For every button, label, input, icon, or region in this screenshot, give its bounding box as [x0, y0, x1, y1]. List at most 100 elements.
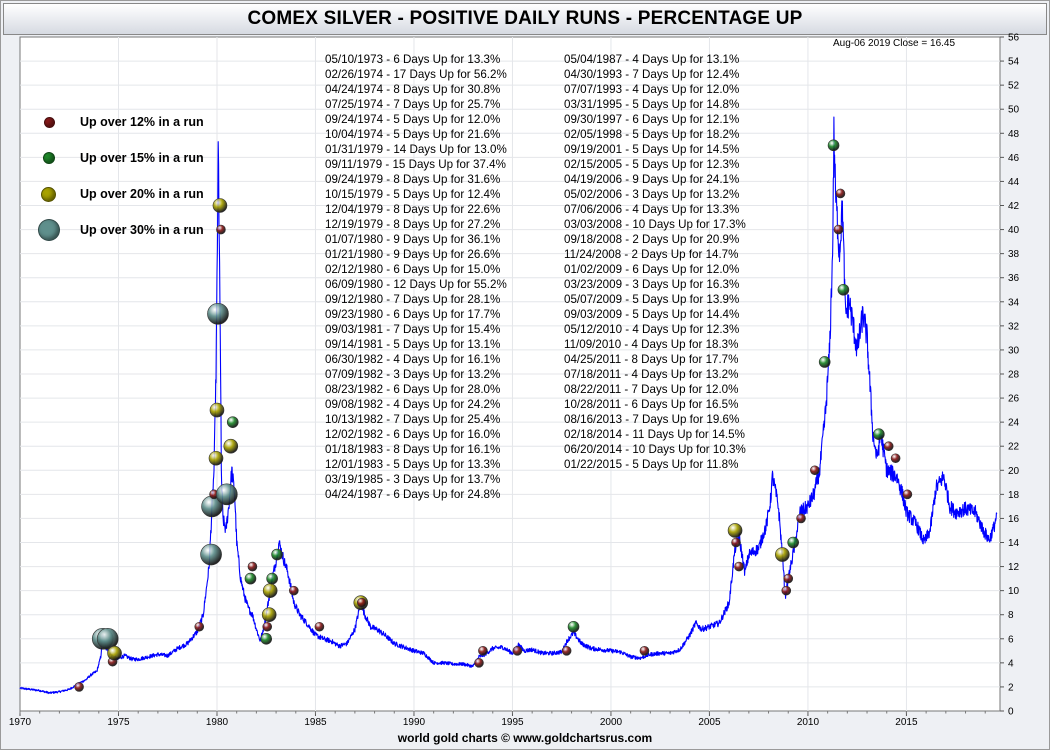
run-entry: 07/06/2006 - 4 Days Up for 13.3%: [564, 203, 740, 216]
run-marker: [783, 573, 794, 584]
run-marker: [200, 543, 222, 566]
run-entry: 02/12/1980 - 6 Days Up for 15.0%: [325, 263, 501, 276]
run-entry: 10/13/1982 - 7 Days Up for 25.4%: [325, 413, 501, 426]
run-entry: 09/23/1980 - 6 Days Up for 17.7%: [325, 308, 501, 321]
run-marker: [561, 646, 572, 656]
y-tick-label: 20: [1008, 466, 1020, 477]
run-entry: 09/24/1974 - 5 Days Up for 12.0%: [325, 113, 501, 126]
run-entry: 04/25/2011 - 8 Days Up for 17.7%: [564, 353, 739, 366]
run-marker: [810, 465, 820, 476]
y-tick-label: 0: [1008, 707, 1014, 718]
legend-item-30: Up over 30% in a run: [38, 218, 204, 242]
run-marker: [890, 453, 901, 464]
run-marker: [512, 646, 523, 656]
run-entry: 07/25/1974 - 7 Days Up for 25.7%: [325, 98, 501, 111]
run-entry: 06/30/1982 - 4 Days Up for 16.1%: [325, 353, 501, 366]
run-marker: [781, 585, 792, 596]
silver-price-line: [19, 116, 998, 695]
run-entry: 08/22/2011 - 7 Days Up for 12.0%: [564, 383, 739, 396]
run-marker: [262, 583, 278, 598]
run-marker: [731, 537, 741, 548]
y-tick-label: 16: [1008, 514, 1020, 525]
run-marker: [74, 682, 84, 692]
x-tick-label: 1975: [107, 717, 130, 728]
run-marker: [734, 561, 744, 572]
run-marker: [833, 224, 844, 235]
y-tick-label: 54: [1008, 57, 1020, 68]
y-tick-label: 24: [1008, 418, 1020, 429]
y-tick-label: 12: [1008, 562, 1020, 573]
legend-item-12: Up over 12% in a run: [38, 110, 204, 134]
legend-label-30: Up over 30% in a run: [80, 223, 204, 237]
y-tick-label: 18: [1008, 490, 1020, 501]
run-entry: 03/23/2009 - 3 Days Up for 16.3%: [564, 278, 740, 291]
y-tick-label: 6: [1008, 634, 1014, 645]
run-entry: 04/24/1987 - 6 Days Up for 24.8%: [325, 488, 501, 501]
run-entry: 09/14/1981 - 5 Days Up for 13.1%: [325, 338, 501, 351]
run-marker: [902, 489, 913, 500]
run-entry: 07/09/1982 - 3 Days Up for 13.2%: [325, 368, 501, 381]
run-entry: 01/18/1983 - 8 Days Up for 16.1%: [325, 443, 501, 456]
run-entry: 09/12/1980 - 7 Days Up for 28.1%: [325, 293, 501, 306]
y-tick-label: 30: [1008, 345, 1020, 356]
y-tick-label: 52: [1008, 81, 1020, 92]
y-tick-label: 4: [1008, 658, 1014, 669]
run-marker: [223, 438, 239, 454]
run-entry: 12/02/1982 - 6 Days Up for 16.0%: [325, 428, 501, 441]
legend-marker-20-icon: [41, 186, 56, 202]
run-marker: [107, 645, 122, 661]
run-entry: 02/26/1974 - 17 Days Up for 56.2%: [325, 68, 507, 81]
run-entry: 05/04/1987 - 4 Days Up for 13.1%: [564, 53, 740, 66]
run-entry: 01/21/1980 - 9 Days Up for 26.6%: [325, 248, 501, 261]
run-marker: [262, 621, 273, 632]
run-marker: [314, 621, 325, 632]
run-marker: [873, 428, 885, 440]
legend-marker-15-icon: [43, 152, 55, 164]
runs-list-right: 05/04/1987 - 4 Days Up for 13.1% 04/30/19…: [564, 52, 746, 472]
legend-marker-30-icon: [38, 219, 60, 241]
x-tick-label: 1985: [304, 717, 327, 728]
run-marker: [787, 536, 799, 549]
legend-marker-12-icon: [44, 116, 55, 128]
run-marker: [837, 283, 850, 296]
legend-label-12: Up over 12% in a run: [80, 115, 204, 129]
runs-list-left: 05/10/1973 - 6 Days Up for 13.3% 02/26/19…: [325, 52, 507, 502]
run-entry: 04/24/1974 - 8 Days Up for 30.8%: [325, 83, 501, 96]
x-tick-label: 1990: [403, 717, 426, 728]
run-marker: [818, 356, 831, 368]
run-marker: [226, 416, 239, 428]
close-stamp: Aug-06 2019 Close = 16.45: [833, 38, 956, 49]
x-tick-label: 2010: [797, 717, 820, 728]
title-bar: COMEX SILVER - POSITIVE DAILY RUNS - PER…: [3, 3, 1047, 35]
legend-label-20: Up over 20% in a run: [80, 187, 204, 201]
x-tick-label: 2000: [600, 717, 623, 728]
run-marker: [727, 523, 743, 538]
run-marker: [567, 620, 580, 633]
y-tick-label: 56: [1008, 33, 1020, 44]
run-entry: 03/03/2008 - 10 Days Up for 17.3%: [564, 218, 746, 231]
legend-item-20: Up over 20% in a run: [38, 182, 204, 206]
run-entry: 10/28/2011 - 6 Days Up for 16.5%: [564, 398, 739, 411]
run-marker: [266, 572, 278, 585]
run-marker: [883, 441, 894, 452]
run-entry: 07/18/2011 - 4 Days Up for 13.2%: [564, 368, 739, 381]
y-tick-label: 46: [1008, 153, 1020, 164]
y-tick-label: 40: [1008, 225, 1020, 236]
run-entry: 04/30/1993 - 7 Days Up for 12.4%: [564, 68, 740, 81]
y-tick-label: 32: [1008, 321, 1020, 332]
run-entry: 10/15/1979 - 5 Days Up for 12.4%: [325, 188, 501, 201]
run-entry: 01/02/2009 - 6 Days Up for 12.0%: [564, 263, 740, 276]
y-tick-label: 48: [1008, 129, 1020, 140]
run-marker: [212, 198, 228, 213]
run-marker: [639, 646, 650, 656]
y-tick-label: 10: [1008, 586, 1020, 597]
run-marker: [244, 572, 257, 585]
y-tick-label: 2: [1008, 682, 1014, 693]
run-entry: 08/16/2013 - 7 Days Up for 19.6%: [564, 413, 740, 426]
run-entry: 09/30/1997 - 6 Days Up for 12.1%: [564, 113, 740, 126]
run-entry: 01/31/1979 - 14 Days Up for 13.0%: [325, 143, 507, 156]
run-entry: 01/07/1980 - 9 Days Up for 36.1%: [325, 233, 501, 246]
y-tick-label: 42: [1008, 201, 1020, 212]
run-marker: [194, 621, 205, 632]
